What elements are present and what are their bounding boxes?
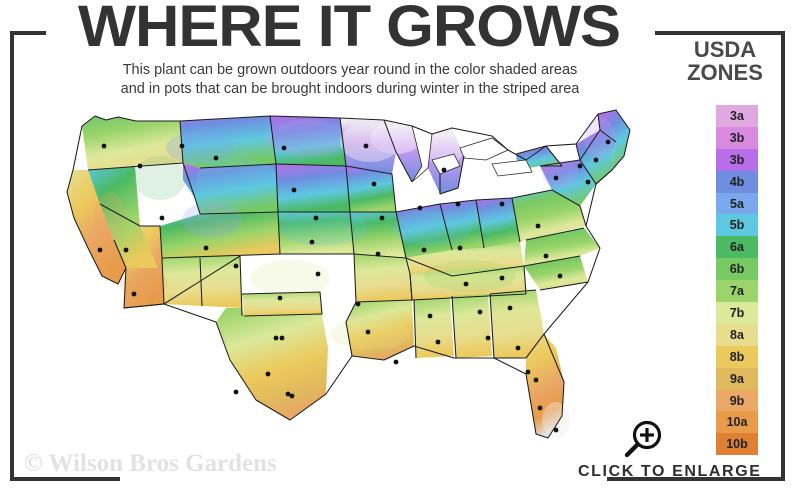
frame-top-left-segment — [10, 31, 46, 35]
legend-swatch-3b: 3b — [716, 126, 758, 149]
frame-left-edge — [10, 31, 14, 481]
legend-swatch-8a: 8a — [716, 323, 758, 346]
legend-swatch-8b: 8b — [716, 345, 758, 368]
frame-top-right-segment — [655, 31, 785, 35]
page-title: WHERE IT GROWS — [78, 0, 621, 59]
usda-zone-map[interactable] — [40, 108, 660, 458]
legend-swatch-7a: 7a — [716, 280, 758, 303]
legend-heading: USDA ZONES — [670, 38, 780, 84]
legend-swatch-5a: 5a — [716, 192, 758, 215]
legend-swatch-6a: 6a — [716, 236, 758, 259]
frame-bottom-right-segment — [607, 477, 785, 481]
legend-swatch-4b: 4b — [716, 170, 758, 193]
subtitle-line-2: and in pots that can be brought indoors … — [120, 81, 580, 97]
legend-swatch-7b: 7b — [716, 302, 758, 324]
magnifier-plus-icon[interactable] — [619, 420, 665, 460]
legend-swatch-3a: 3a — [716, 105, 758, 127]
legend-swatch-5b: 5b — [716, 214, 758, 237]
legend-swatch-10a: 10a — [716, 411, 758, 434]
legend-swatch-6b: 6b — [716, 258, 758, 281]
legend-heading-line-1: USDA — [693, 37, 757, 62]
legend-swatch-9b: 9b — [716, 389, 758, 412]
city-marker-dots — [97, 139, 611, 433]
subtitle-text: This plant can be grown outdoors year ro… — [40, 61, 660, 99]
frame-bottom-left-segment — [10, 477, 120, 481]
frame-right-edge — [781, 31, 785, 481]
legend-swatch-10b: 10b — [716, 433, 758, 456]
legend-heading-line-2: ZONES — [687, 60, 763, 85]
subtitle-line-1: This plant can be grown outdoors year ro… — [122, 62, 578, 78]
watermark-copyright: © Wilson Bros Gardens — [24, 450, 277, 477]
click-to-enlarge-label[interactable]: CLICK TO ENLARGE — [578, 463, 762, 480]
usda-zone-legend: 3a 3b 3b 4b 5a 5b 6a 6b 7a 7b 8a 8b 9a 9b 10a 10b — [716, 105, 758, 456]
legend-swatch-9a: 9a — [716, 367, 758, 390]
legend-swatch-3b: 3b — [716, 148, 758, 171]
